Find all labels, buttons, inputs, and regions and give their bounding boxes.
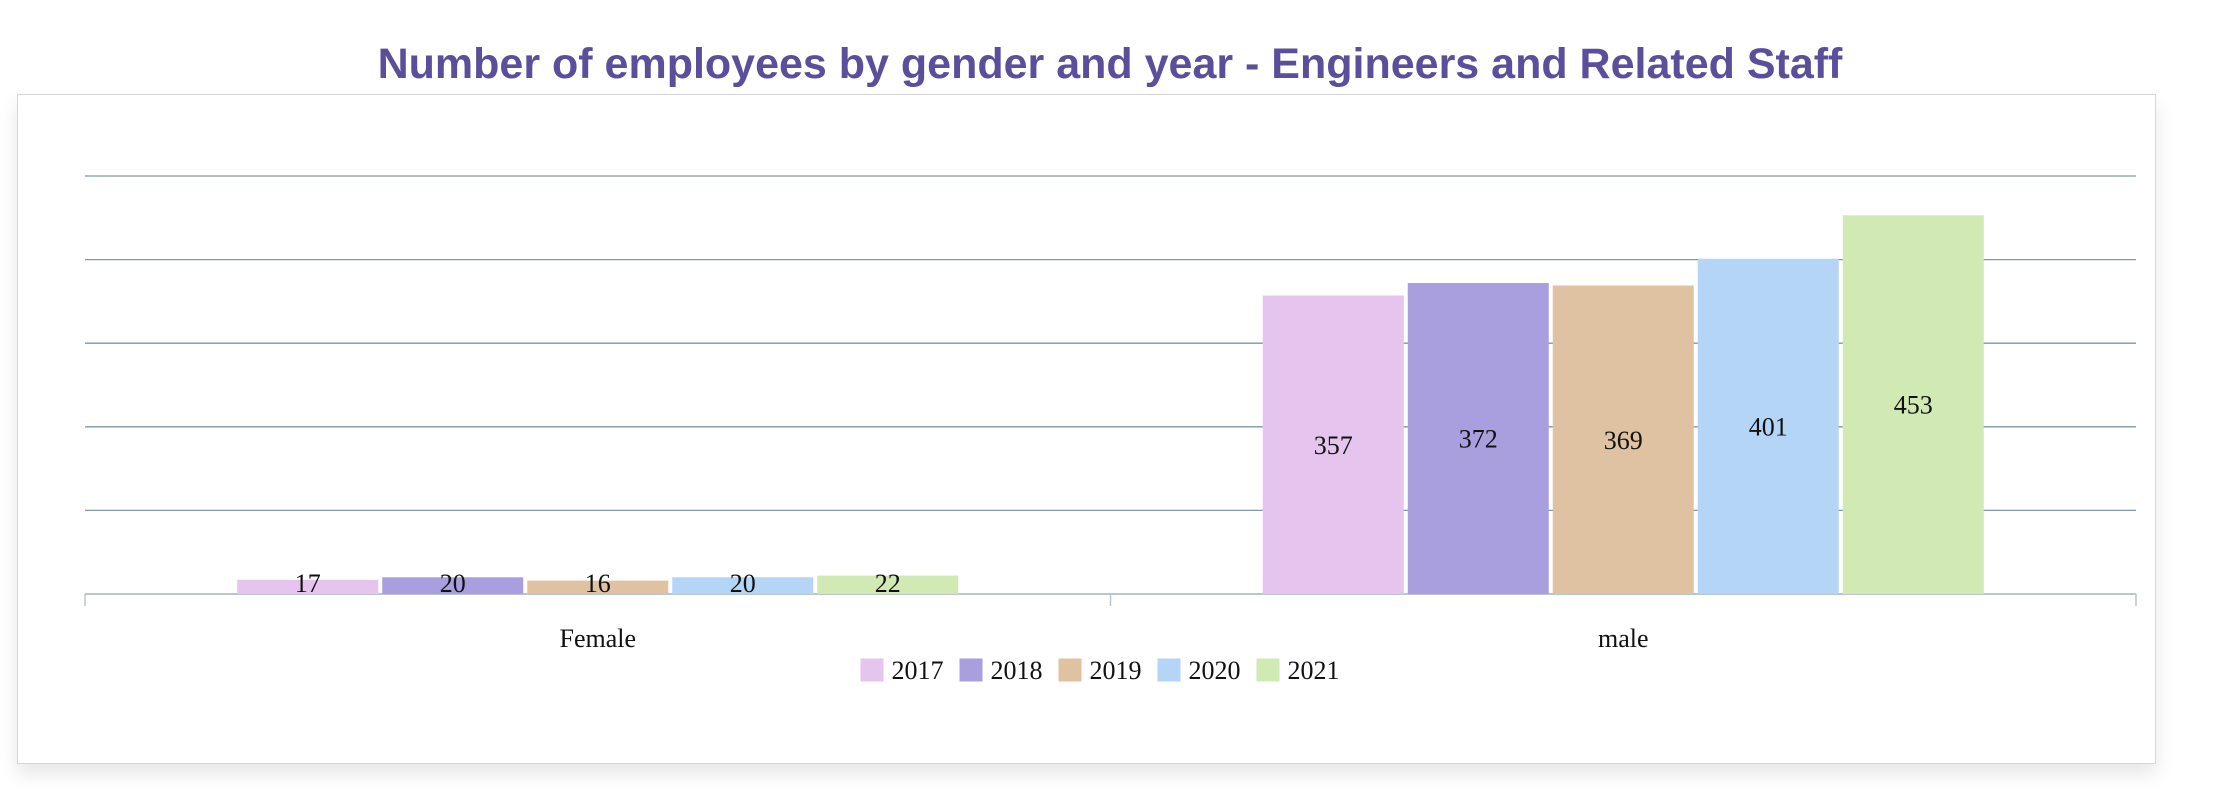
bar-female-2021 bbox=[817, 575, 959, 594]
data-label-male-2019: 369 bbox=[1604, 426, 1643, 455]
legend-label-2021: 2021 bbox=[1288, 656, 1340, 685]
bar-male-2020 bbox=[1697, 258, 1839, 594]
legend-label-2018: 2018 bbox=[991, 656, 1043, 685]
bar-female-2017 bbox=[237, 579, 379, 594]
data-label-female-2018: 20 bbox=[440, 569, 466, 598]
legend-swatch-2020 bbox=[1157, 658, 1181, 682]
x-tick-label-male: male bbox=[1598, 624, 1649, 653]
bar-male-2017 bbox=[1262, 295, 1404, 594]
data-label-male-2018: 372 bbox=[1459, 425, 1498, 454]
bar-male-2019 bbox=[1552, 285, 1694, 594]
bar-female-2018 bbox=[382, 577, 524, 594]
data-label-female-2020: 20 bbox=[730, 569, 756, 598]
data-label-female-2019: 16 bbox=[585, 569, 611, 598]
data-label-female-2017: 17 bbox=[295, 569, 321, 598]
bar-male-2018 bbox=[1407, 283, 1549, 594]
chart-panel: 17 20 16 20 22 Female 357 372 369 401 453 male 2017 2… bbox=[17, 94, 2156, 764]
data-label-male-2017: 357 bbox=[1314, 431, 1353, 460]
legend-label-2020: 2020 bbox=[1189, 656, 1241, 685]
x-tick-label-female: Female bbox=[559, 624, 636, 653]
legend-swatch-2017 bbox=[860, 658, 884, 682]
data-label-female-2021: 22 bbox=[875, 569, 901, 598]
bar-male-2021 bbox=[1842, 215, 1984, 594]
legend-swatch-2021 bbox=[1256, 658, 1280, 682]
legend-label-2017: 2017 bbox=[892, 656, 944, 685]
data-label-male-2021: 453 bbox=[1894, 391, 1933, 420]
chart-title: Number of employees by gender and year -… bbox=[377, 40, 1843, 88]
bar-female-2019 bbox=[527, 580, 669, 594]
bar-female-2020 bbox=[672, 577, 814, 594]
legend-label-2019: 2019 bbox=[1090, 656, 1142, 685]
legend-swatch-2018 bbox=[959, 658, 983, 682]
bar-chart: 17 20 16 20 22 Female 357 372 369 401 453 male 2017 2… bbox=[84, 175, 2137, 685]
data-label-male-2020: 401 bbox=[1749, 412, 1788, 441]
legend-swatch-2019 bbox=[1058, 658, 1082, 682]
